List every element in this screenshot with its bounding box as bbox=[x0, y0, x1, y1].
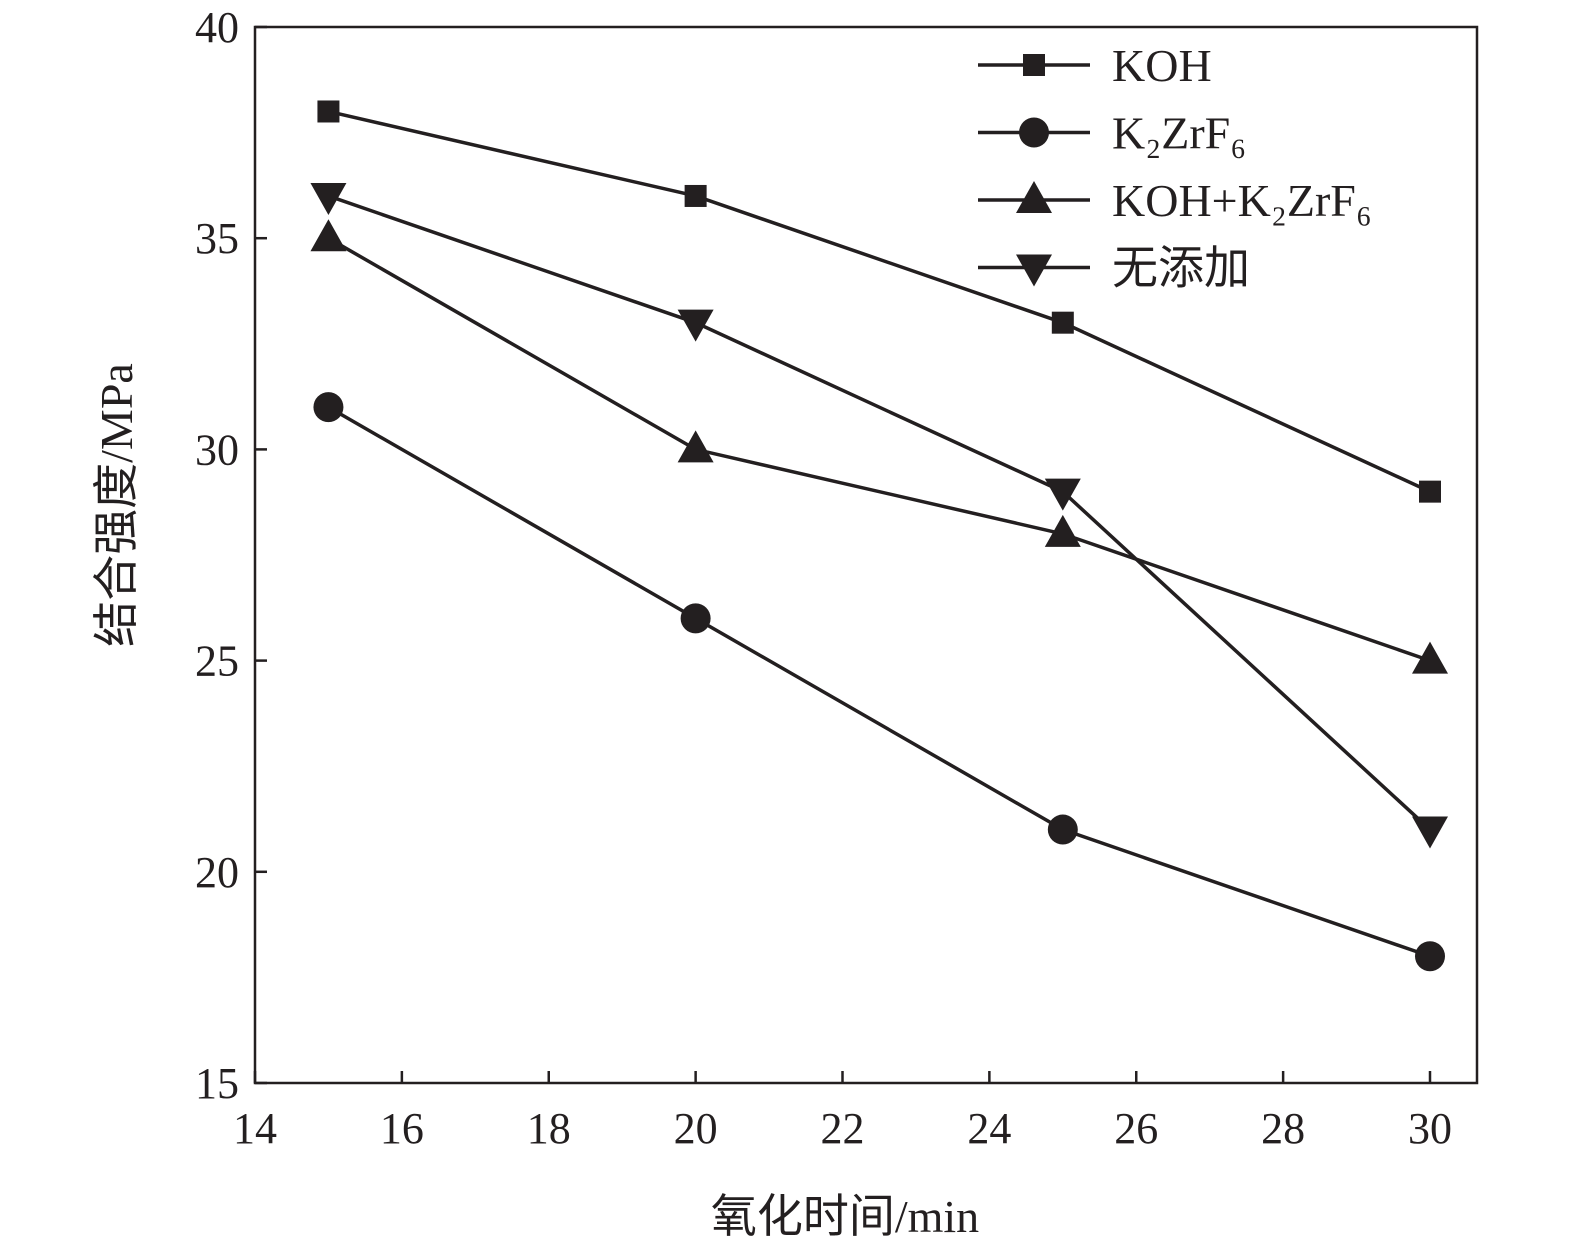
data-point bbox=[1412, 816, 1448, 849]
data-point bbox=[313, 392, 344, 423]
y-tick-label: 15 bbox=[195, 1059, 239, 1108]
x-axis-label: 氧化时间/min bbox=[711, 1191, 979, 1242]
series-line bbox=[327, 236, 1431, 663]
legend-label: 无添加 bbox=[1112, 243, 1250, 294]
data-point bbox=[1415, 941, 1445, 972]
legend-marker bbox=[1023, 54, 1045, 76]
data-point bbox=[1044, 478, 1081, 511]
data-point bbox=[1044, 514, 1081, 547]
y-tick-label: 30 bbox=[195, 425, 239, 474]
x-tick-label: 26 bbox=[1114, 1104, 1158, 1153]
legend: KOH K₂ZrF₆ KOH+K₂ZrF₆ 无添加 bbox=[978, 40, 1372, 294]
legend-marker bbox=[1019, 117, 1049, 148]
y-tick-label: 20 bbox=[195, 848, 239, 897]
series-circle bbox=[313, 392, 1445, 972]
x-tick-label: 14 bbox=[233, 1104, 277, 1153]
legend-entry: KOH+K₂ZrF₆ bbox=[978, 175, 1372, 226]
legend-marker bbox=[1016, 181, 1052, 213]
y-axis-label: 结合强度/MPa bbox=[91, 363, 142, 647]
series-triangle-up bbox=[310, 219, 1448, 674]
legend-entry: KOH bbox=[978, 40, 1212, 91]
data-point bbox=[680, 603, 711, 634]
data-point bbox=[1051, 311, 1074, 334]
x-tick-label: 24 bbox=[967, 1104, 1011, 1153]
x-tick-label: 18 bbox=[527, 1104, 571, 1153]
series-triangle-down bbox=[310, 182, 1448, 849]
data-point bbox=[1419, 480, 1441, 503]
legend-label: K₂ZrF₆ bbox=[1112, 108, 1246, 159]
data-point bbox=[310, 182, 347, 215]
data-point bbox=[677, 430, 714, 463]
data-point bbox=[310, 219, 347, 252]
data-point bbox=[684, 184, 707, 207]
y-tick-label: 40 bbox=[195, 3, 239, 52]
series-line bbox=[328, 109, 1431, 494]
y-tick-label: 25 bbox=[195, 637, 239, 686]
series-line bbox=[327, 194, 1432, 831]
legend-entry: K₂ZrF₆ bbox=[978, 108, 1246, 159]
series-square bbox=[317, 100, 1441, 503]
x-tick-label: 30 bbox=[1408, 1104, 1452, 1153]
series-line bbox=[327, 405, 1431, 958]
x-tick-label: 28 bbox=[1261, 1104, 1305, 1153]
x-tick-label: 22 bbox=[821, 1104, 865, 1153]
legend-label: KOH bbox=[1112, 40, 1212, 91]
legend-entry: 无添加 bbox=[978, 243, 1250, 294]
x-tick-label: 20 bbox=[674, 1104, 718, 1153]
data-point bbox=[317, 100, 340, 123]
x-tick-label: 16 bbox=[380, 1104, 424, 1153]
plot-frame bbox=[253, 25, 1479, 1085]
legend-label: KOH+K₂ZrF₆ bbox=[1112, 175, 1372, 226]
data-point bbox=[677, 309, 714, 342]
data-point bbox=[1412, 641, 1448, 674]
y-tick-label: 35 bbox=[195, 214, 239, 263]
data-point bbox=[1047, 814, 1078, 845]
legend-marker bbox=[1016, 254, 1052, 287]
